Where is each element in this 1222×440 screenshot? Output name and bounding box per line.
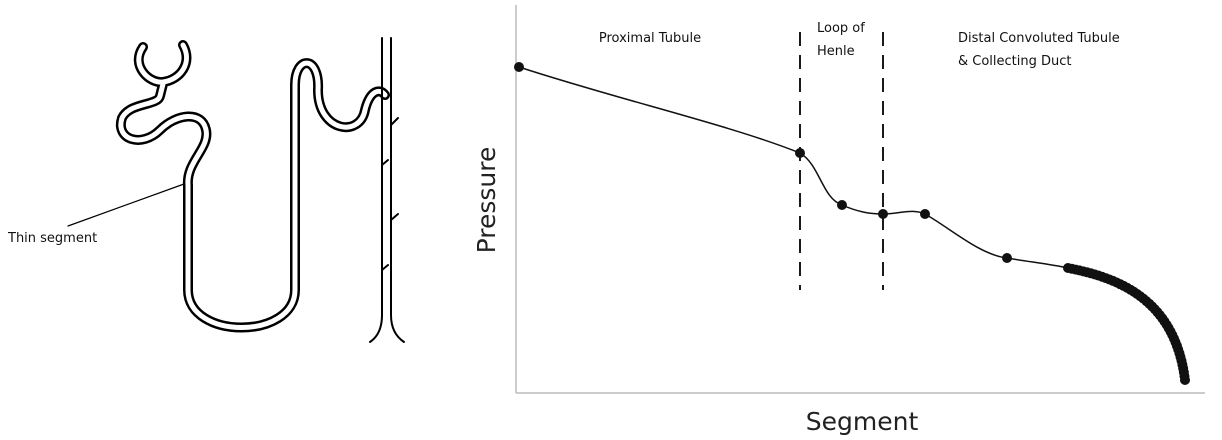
nephron-drawing: Thin segment bbox=[7, 37, 405, 343]
pressure-graph: Proximal Tubule Loop of Henle Distal Con… bbox=[472, 5, 1205, 436]
pressure-curve bbox=[518, 66, 1069, 269]
collecting-duct bbox=[369, 37, 405, 343]
tubule-lumen bbox=[118, 42, 388, 330]
region-label: Distal Convoluted Tubule bbox=[958, 31, 1120, 46]
region-label: Proximal Tubule bbox=[599, 31, 701, 46]
point bbox=[1002, 253, 1012, 263]
point bbox=[1180, 375, 1190, 385]
pointer-line bbox=[67, 183, 185, 227]
point bbox=[920, 209, 930, 219]
point bbox=[878, 209, 888, 219]
dot-group bbox=[514, 62, 1190, 385]
point bbox=[795, 148, 805, 158]
y-axis-label: Pressure bbox=[472, 147, 501, 254]
x-axis-label: Segment bbox=[806, 407, 919, 436]
region-label: Henle bbox=[817, 44, 855, 59]
region-label: Loop of bbox=[817, 21, 865, 36]
point bbox=[514, 62, 524, 72]
region-label: & Collecting Duct bbox=[958, 54, 1072, 69]
point bbox=[837, 200, 847, 210]
thin-segment-label: Thin segment bbox=[7, 231, 97, 246]
